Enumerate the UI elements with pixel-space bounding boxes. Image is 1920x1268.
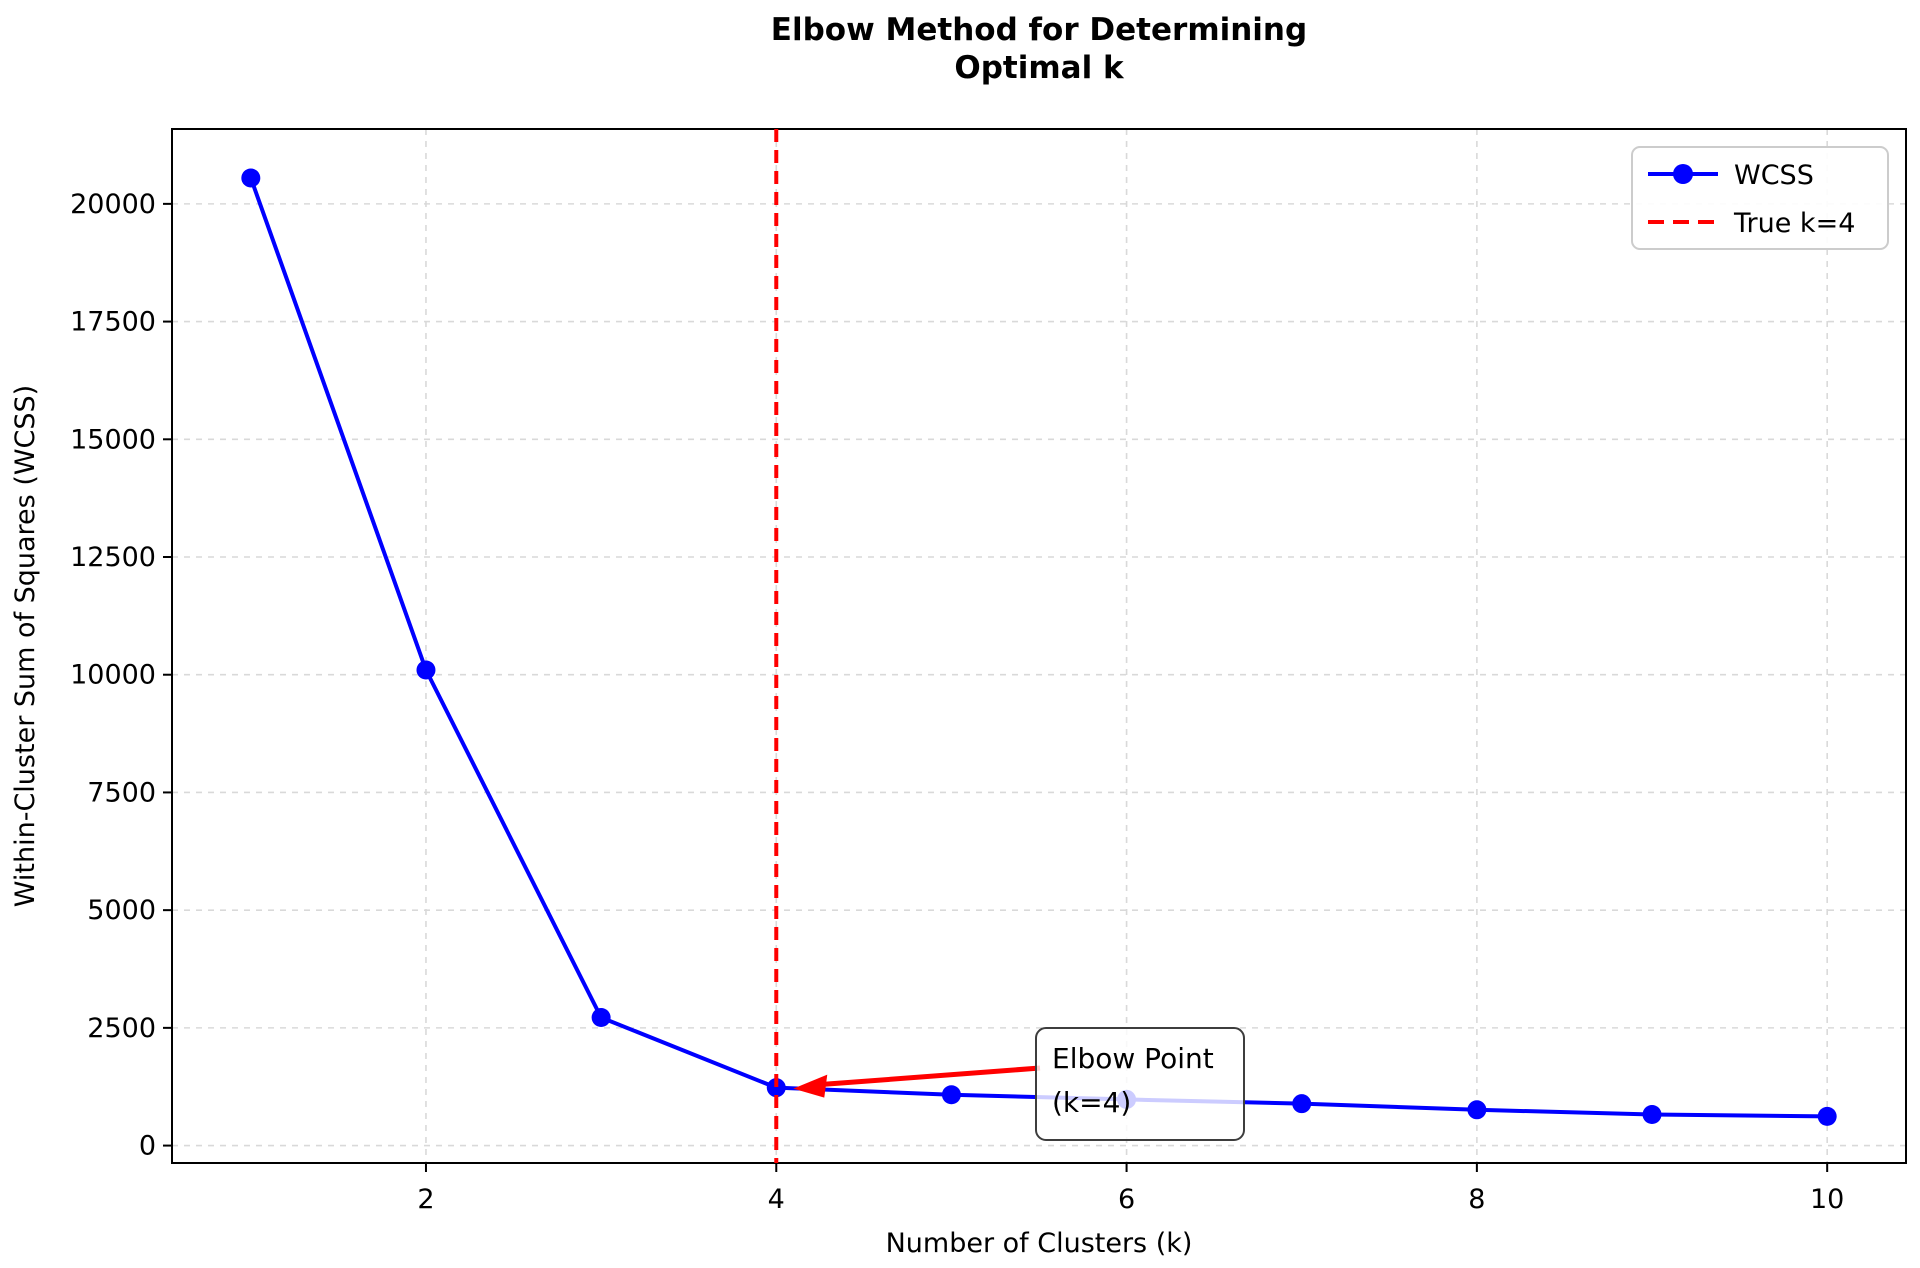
data-point bbox=[941, 1085, 961, 1105]
data-point bbox=[416, 660, 436, 680]
wcss-line bbox=[248, 175, 1830, 1119]
x-tick-label: 8 bbox=[1468, 1184, 1485, 1215]
x-tick-label: 2 bbox=[417, 1184, 434, 1215]
data-point bbox=[1642, 1105, 1662, 1125]
y-tick-label: 20000 bbox=[70, 189, 156, 220]
y-tick-label: 15000 bbox=[70, 424, 156, 455]
elbow-annotation: Elbow Point (k=4) bbox=[1035, 1027, 1245, 1141]
annotation-line1: Elbow Point bbox=[1052, 1042, 1214, 1075]
y-tick-label: 0 bbox=[139, 1131, 156, 1162]
wcss-markers bbox=[241, 168, 1837, 1126]
legend-wcss-label: WCSS bbox=[1734, 160, 1814, 191]
annotation-line2: (k=4) bbox=[1052, 1086, 1131, 1119]
arrow-shaft bbox=[819, 1065, 1041, 1088]
data-point bbox=[591, 1008, 611, 1028]
data-point bbox=[1467, 1100, 1487, 1120]
gridlines bbox=[172, 129, 1906, 1163]
arrow-head bbox=[793, 1074, 828, 1098]
legend-wcss-marker bbox=[1673, 164, 1693, 184]
y-tick-label: 5000 bbox=[87, 895, 156, 926]
y-tick-label: 10000 bbox=[70, 660, 156, 691]
data-point bbox=[241, 168, 261, 188]
plot-border bbox=[171, 128, 1907, 1164]
x-tick-label: 4 bbox=[768, 1184, 785, 1215]
y-tick-label: 7500 bbox=[87, 777, 156, 808]
y-tick-label: 2500 bbox=[87, 1013, 156, 1044]
x-axis-label: Number of Clusters (k) bbox=[886, 1228, 1193, 1259]
x-tick-label: 6 bbox=[1118, 1184, 1135, 1215]
x-tick-label: 10 bbox=[1810, 1184, 1844, 1215]
chart-title-line1: Elbow Method for Determining bbox=[771, 12, 1307, 48]
y-tick-label: 12500 bbox=[70, 542, 156, 573]
data-point bbox=[766, 1078, 786, 1098]
legend-truek-label: True k=4 bbox=[1733, 208, 1855, 239]
data-point bbox=[1292, 1094, 1312, 1114]
legend: WCSS True k=4 bbox=[1631, 146, 1889, 250]
annotation-arrow bbox=[793, 1065, 1041, 1098]
axis-ticks: 2 4 6 8 10 0 2500 5000 7500 10000 12500 15000 17500 2… bbox=[70, 189, 1844, 1215]
y-tick-label: 17500 bbox=[70, 307, 156, 338]
y-axis-label: Within-Cluster Sum of Squares (WCSS) bbox=[10, 385, 41, 907]
chart-title-line2: Optimal k bbox=[954, 50, 1125, 86]
annotation-box bbox=[1035, 1027, 1245, 1141]
data-point bbox=[1817, 1106, 1837, 1126]
